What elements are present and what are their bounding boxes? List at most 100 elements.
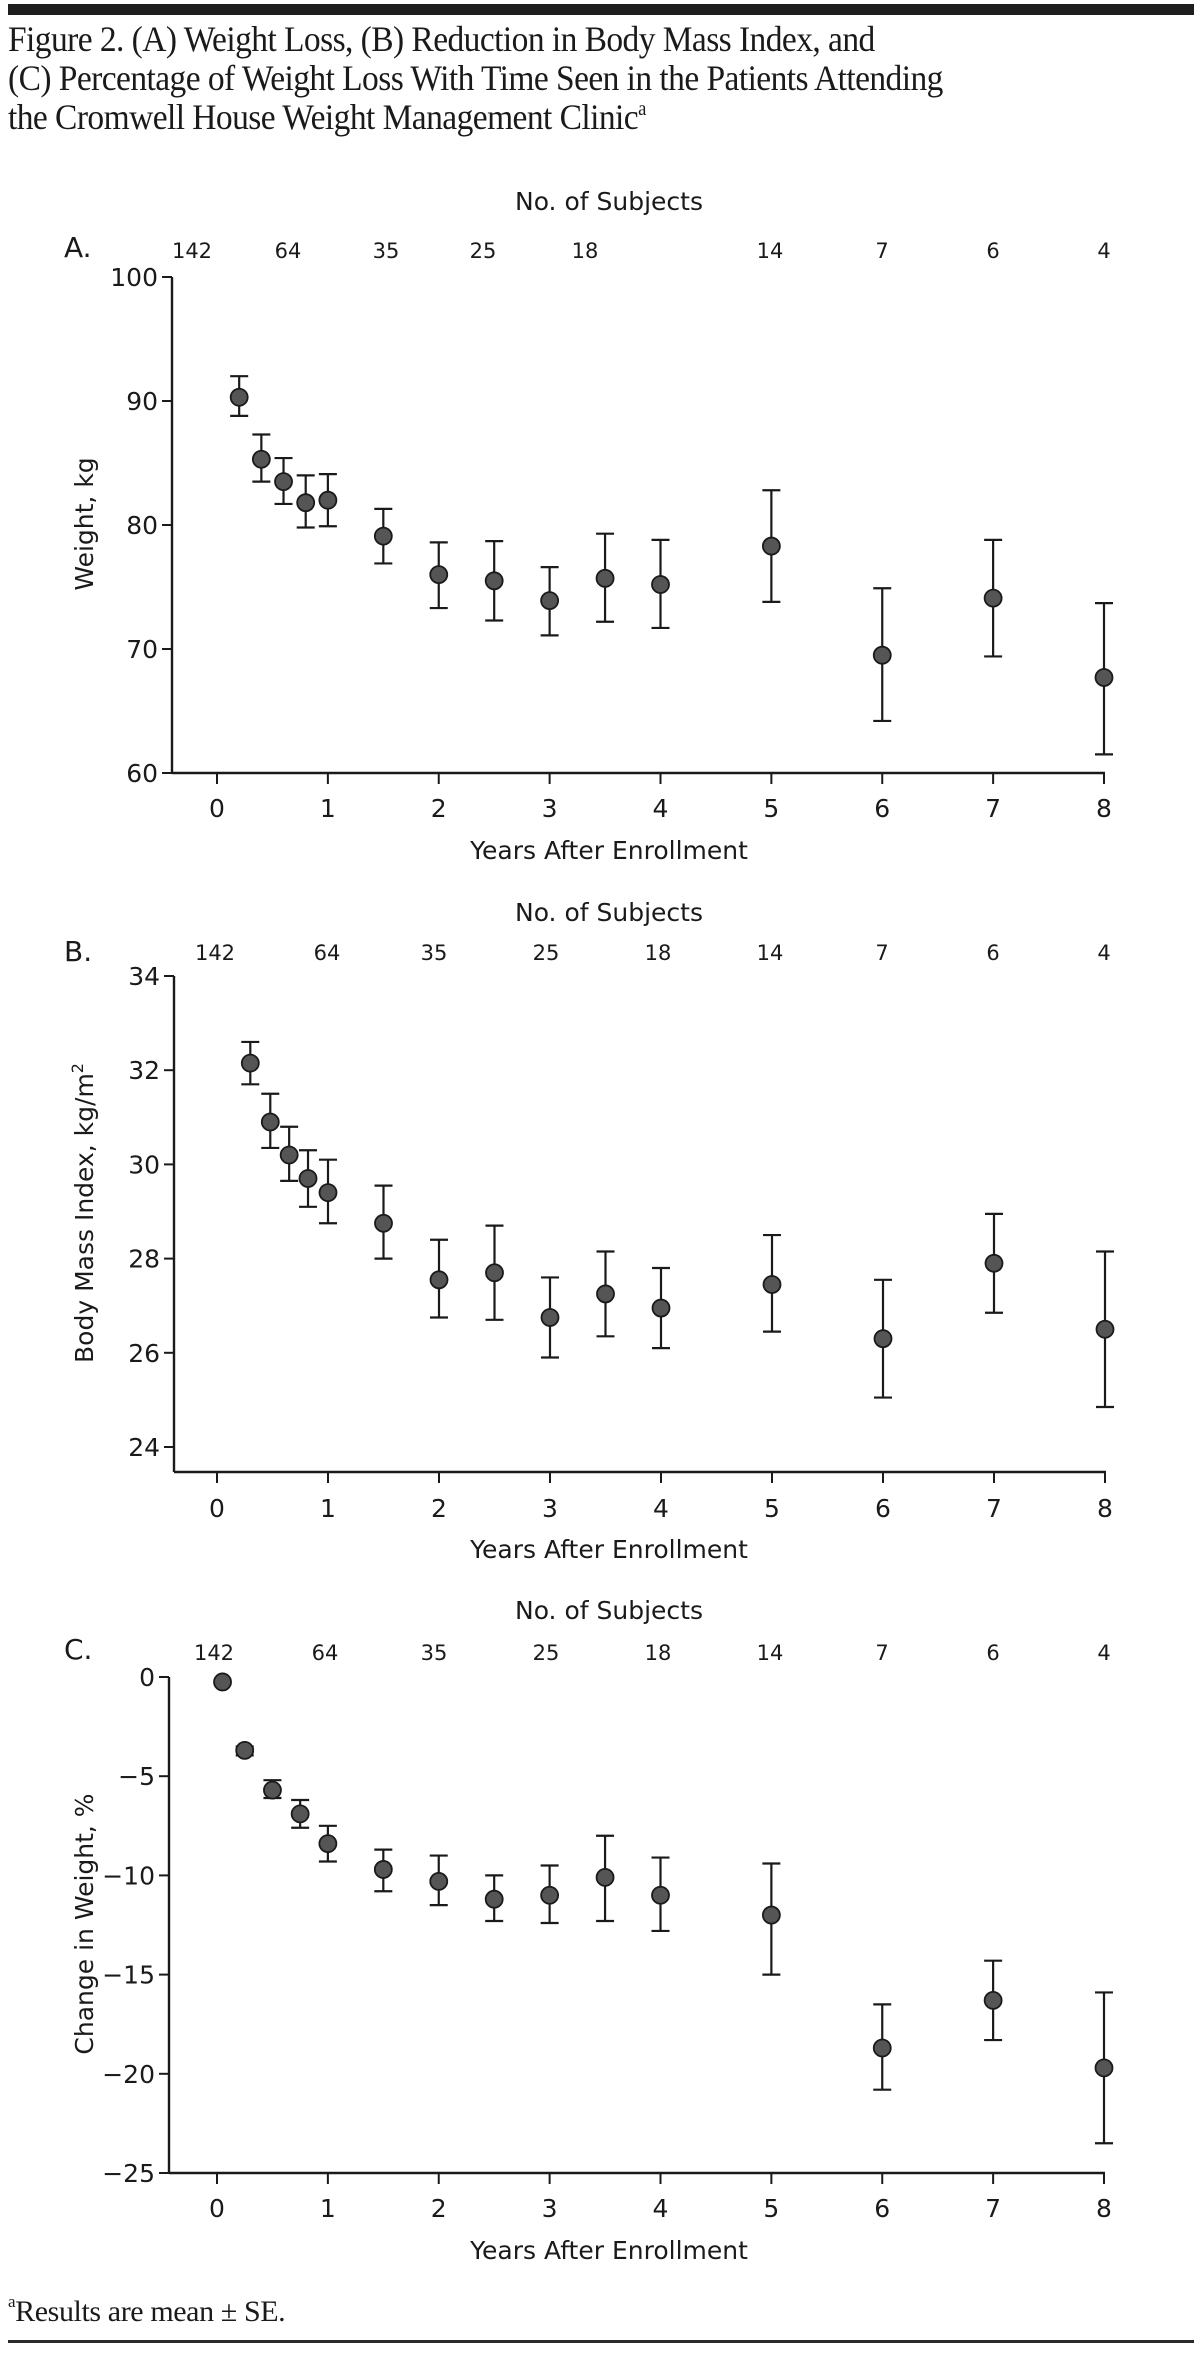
- y-tick-label: −20: [102, 2060, 155, 2089]
- data-point: [318, 473, 338, 528]
- x-tick-label: 0: [209, 794, 225, 823]
- panel-label: C.: [64, 1633, 92, 1666]
- subject-count: 18: [645, 1641, 672, 1665]
- title-line-2: (C) Percentage of Weight Loss With Time …: [8, 58, 943, 98]
- subject-count: 64: [275, 239, 302, 263]
- x-axis-label: Years After Enrollment: [469, 836, 748, 865]
- subjects-axis-title: No. of Subjects: [515, 187, 703, 216]
- x-tick-label: 2: [431, 1494, 447, 1523]
- top-rule: [8, 4, 1194, 15]
- data-point: [263, 1779, 282, 1800]
- x-tick-label: 8: [1096, 2194, 1112, 2223]
- data-marker: [251, 449, 271, 469]
- data-point: [1094, 1991, 1114, 2145]
- x-tick-label: 6: [875, 1494, 891, 1523]
- subject-count: 18: [572, 239, 599, 263]
- x-tick-label: 4: [653, 794, 669, 823]
- data-point: [484, 1874, 504, 1923]
- data-point: [761, 1862, 781, 1976]
- data-point: [229, 375, 249, 417]
- subject-count: 6: [986, 941, 999, 965]
- x-tick-label: 7: [986, 1494, 1002, 1523]
- x-axis-label: Years After Enrollment: [469, 1535, 748, 1564]
- data-marker: [279, 1145, 299, 1165]
- data-marker: [373, 1860, 393, 1879]
- data-marker: [296, 493, 316, 513]
- data-point: [240, 1040, 260, 1086]
- x-tick-label: 3: [542, 794, 558, 823]
- data-marker: [213, 1672, 232, 1692]
- data-point: [762, 1233, 782, 1333]
- data-point: [373, 1848, 393, 1893]
- subject-count: 142: [195, 941, 235, 965]
- subject-count: 25: [533, 941, 560, 965]
- data-point: [761, 489, 781, 603]
- subject-count: 4: [1097, 1641, 1110, 1665]
- data-point: [251, 433, 271, 483]
- x-axis-label: Years After Enrollment: [469, 2236, 748, 2265]
- data-marker: [540, 1308, 560, 1327]
- data-point: [1094, 602, 1114, 756]
- data-marker: [761, 1905, 781, 1925]
- data-marker: [596, 1284, 615, 1304]
- subject-count: 142: [172, 239, 212, 263]
- x-tick-label: 0: [209, 2194, 225, 2223]
- data-point: [540, 1276, 560, 1359]
- subject-count: 25: [470, 239, 497, 263]
- data-marker: [872, 2038, 892, 2058]
- x-tick-label: 4: [653, 2194, 669, 2223]
- data-marker: [651, 1298, 671, 1318]
- y-tick-label: −10: [102, 1861, 155, 1890]
- data-marker: [429, 565, 449, 584]
- x-tick-label: 2: [431, 2194, 447, 2223]
- data-marker: [984, 1253, 1004, 1273]
- data-marker: [651, 1885, 670, 1905]
- data-marker: [263, 1780, 282, 1800]
- data-point: [296, 474, 316, 529]
- data-marker: [485, 1263, 504, 1283]
- data-point: [374, 1184, 393, 1260]
- y-tick-label: 90: [126, 387, 158, 416]
- x-tick-label: 1: [320, 794, 336, 823]
- data-marker: [290, 1804, 310, 1824]
- subject-count: 7: [875, 239, 888, 263]
- data-marker: [484, 571, 504, 591]
- data-point: [596, 1250, 615, 1338]
- footnote: aResults are mean ± SE.: [8, 2292, 286, 2329]
- y-tick-label: 30: [128, 1150, 160, 1179]
- x-tick-label: 1: [320, 1494, 336, 1523]
- data-marker: [429, 1871, 449, 1891]
- data-marker: [229, 387, 249, 407]
- data-point: [235, 1741, 255, 1760]
- data-marker: [235, 1741, 255, 1760]
- y-tick-label: 32: [128, 1056, 160, 1085]
- y-axis-label-text: Change in Weight, %: [70, 1793, 99, 2054]
- data-point: [373, 507, 393, 565]
- x-tick-label: 5: [763, 2194, 779, 2223]
- data-marker: [373, 526, 393, 546]
- subject-count: 35: [421, 1641, 448, 1665]
- subject-count: 64: [314, 941, 341, 965]
- data-marker: [983, 588, 1003, 608]
- x-tick-label: 7: [985, 794, 1001, 823]
- data-marker: [873, 1329, 893, 1349]
- subject-count: 7: [875, 1641, 888, 1665]
- footnote-marker: a: [8, 2292, 16, 2311]
- data-marker: [318, 1183, 338, 1203]
- data-marker: [298, 1169, 318, 1188]
- x-tick-label: 6: [874, 794, 890, 823]
- y-tick-label: 80: [126, 511, 158, 540]
- y-axis-label-superscript: 2: [68, 1063, 87, 1073]
- x-tick-label: 5: [764, 1494, 780, 1523]
- x-tick-label: 5: [763, 794, 779, 823]
- data-marker: [1095, 1319, 1115, 1339]
- data-point: [318, 1158, 338, 1225]
- data-point: [872, 2003, 892, 2091]
- y-axis-label: Change in Weight, %: [70, 1793, 99, 2054]
- data-point: [213, 1672, 232, 1692]
- y-axis-label: Weight, kg: [70, 457, 99, 590]
- data-point: [318, 1824, 338, 1863]
- data-point: [485, 1224, 504, 1321]
- data-marker: [540, 591, 560, 611]
